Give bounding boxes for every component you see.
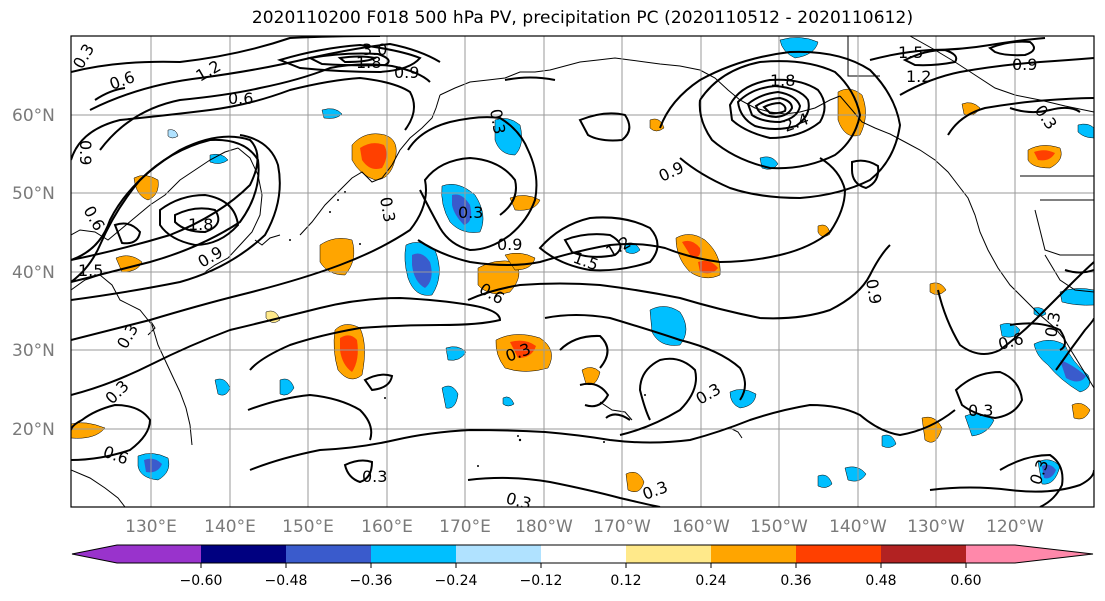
svg-text:150°W: 150°W (750, 517, 808, 537)
svg-text:170°W: 170°W (593, 517, 651, 537)
colorbar-segment-9 (881, 545, 967, 563)
svg-text:0.3: 0.3 (376, 195, 399, 223)
colorbar-tick: 0.48 (865, 573, 896, 589)
svg-text:0.3: 0.3 (504, 489, 534, 514)
colorbar-tick: 0.36 (780, 573, 811, 589)
colorbar-tick: 0.24 (695, 573, 726, 589)
lat-label-40n: 40°N (12, 263, 55, 283)
svg-text:1.8: 1.8 (188, 215, 213, 234)
svg-text:180°W: 180°W (515, 517, 573, 537)
svg-text:0.3: 0.3 (486, 107, 509, 135)
longitude-labels: 130°E 140°E 150°E 160°E 170°E 180°W 170°… (125, 517, 1044, 537)
colorbar-tick: −0.12 (520, 573, 563, 589)
svg-text:0.9: 0.9 (76, 140, 95, 165)
svg-text:1.5: 1.5 (78, 261, 103, 280)
svg-text:0.9: 0.9 (1012, 55, 1037, 74)
precipitation-shading (71, 37, 1094, 492)
svg-text:0.3: 0.3 (968, 401, 993, 420)
colorbar-tick: 0.60 (950, 573, 981, 589)
lat-label-60n: 60°N (12, 106, 55, 126)
svg-text:0.6: 0.6 (228, 89, 253, 108)
svg-text:1.5: 1.5 (898, 43, 923, 62)
svg-text:3.0: 3.0 (362, 40, 387, 59)
svg-text:140°E: 140°E (204, 517, 256, 537)
colorbar-segment-5 (541, 545, 627, 563)
colorbar-tick: −0.48 (265, 573, 308, 589)
svg-text:160°W: 160°W (672, 517, 730, 537)
svg-text:0.3: 0.3 (1041, 310, 1064, 338)
colorbar-tick: −0.36 (350, 573, 393, 589)
colorbar-segment-10 (966, 545, 1016, 563)
svg-text:120°W: 120°W (986, 517, 1044, 537)
svg-text:1.8: 1.8 (356, 53, 381, 72)
map-title: 2020110200 F018 500 hPa PV, precipitatio… (251, 8, 914, 28)
lat-label-20n: 20°N (12, 420, 55, 440)
pv-contours (71, 36, 1094, 507)
colorbar-tick: −0.24 (435, 573, 478, 589)
lat-label-50n: 50°N (12, 184, 55, 204)
colorbar-segment-4 (456, 545, 542, 563)
colorbar-tick: −0.60 (180, 573, 223, 589)
colorbar-segment-1 (201, 545, 287, 563)
svg-text:1.8: 1.8 (770, 71, 795, 90)
svg-text:0.9: 0.9 (497, 235, 522, 254)
graticule (71, 36, 1094, 507)
svg-text:0.3: 0.3 (458, 203, 483, 222)
colorbar-segment-8 (796, 545, 882, 563)
svg-text:150°E: 150°E (282, 517, 334, 537)
latitude-labels: 60°N 50°N 40°N 30°N 20°N (12, 106, 55, 440)
colorbar-segment-3 (371, 545, 457, 563)
svg-text:140°W: 140°W (829, 517, 887, 537)
svg-text:0.3: 0.3 (362, 467, 387, 486)
colorbar-segment-7 (711, 545, 797, 563)
colorbar: −0.60 −0.48 −0.36 −0.24 −0.12 0.12 0.24 … (71, 544, 1094, 589)
svg-text:1.2: 1.2 (906, 67, 931, 86)
colorbar-segment-0b (116, 545, 202, 563)
svg-text:170°E: 170°E (439, 517, 491, 537)
colorbar-segment-0 (72, 545, 117, 563)
colorbar-segment-10b (1015, 545, 1093, 563)
lat-label-30n: 30°N (12, 341, 55, 361)
colorbar-tick: 0.12 (610, 573, 641, 589)
coastlines (71, 36, 1094, 507)
colorbar-segment-6 (626, 545, 712, 563)
svg-text:160°E: 160°E (361, 517, 413, 537)
svg-text:130°W: 130°W (907, 517, 965, 537)
map-frame (70, 35, 1095, 508)
colorbar-segment-2 (286, 545, 372, 563)
svg-text:130°E: 130°E (125, 517, 177, 537)
svg-text:0.9: 0.9 (394, 63, 419, 82)
svg-text:0.9: 0.9 (862, 277, 885, 305)
small-islands (289, 191, 646, 467)
